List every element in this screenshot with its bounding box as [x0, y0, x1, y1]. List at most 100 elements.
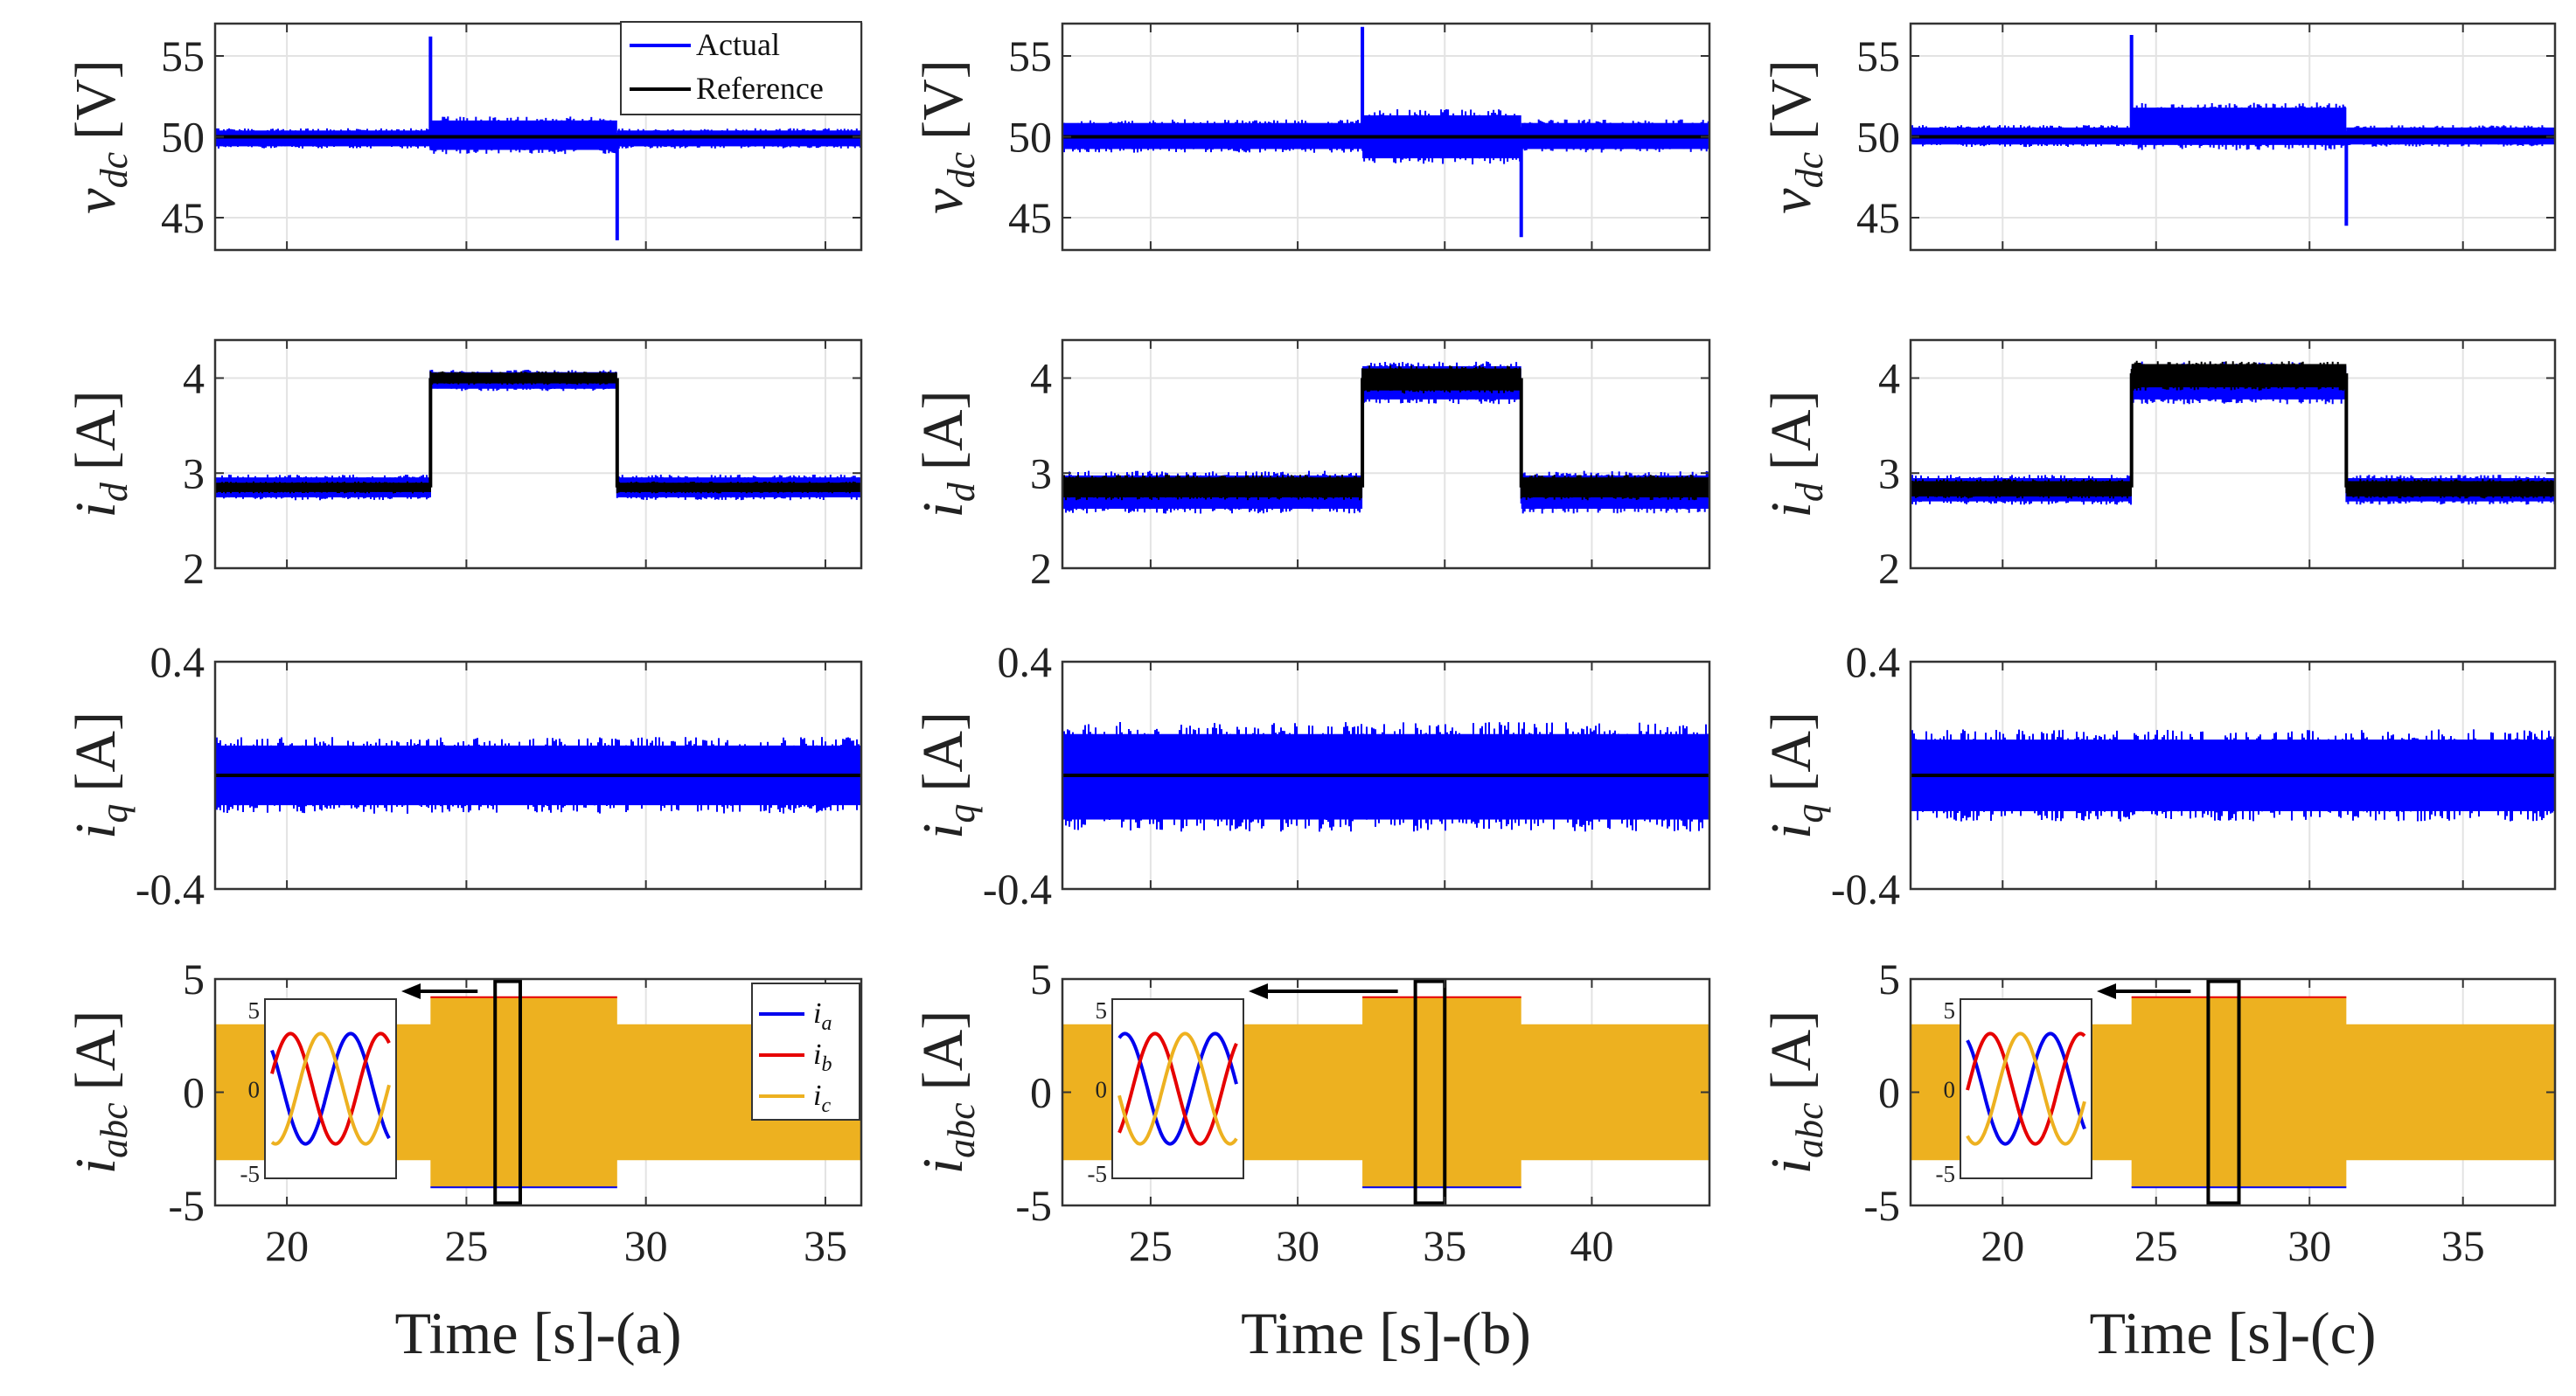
ytick-label: 0	[183, 1068, 205, 1117]
axes-frame	[213, 338, 863, 570]
ylabel-text: iq [A]	[64, 712, 136, 839]
ylabel-unit: [V]	[64, 59, 128, 140]
xaxis-label: Time [s]-(a)	[395, 1300, 682, 1366]
ylabel-text: id [A]	[1759, 391, 1831, 518]
ylabel-subscript: dc	[93, 151, 136, 188]
ylabel-unit: [V]	[1759, 59, 1823, 140]
ytick-label: 0	[1030, 1068, 1052, 1117]
ylabel-symbol: v	[1759, 188, 1823, 214]
ylabel-id-a: id [A]	[64, 391, 136, 518]
ytick-label: 2	[1878, 544, 1900, 593]
ytick-label: 5	[1878, 955, 1900, 1004]
legend-subscript: b	[821, 1053, 832, 1076]
ytick-label: 4	[183, 354, 205, 403]
axes-frame	[213, 660, 863, 891]
xaxis-label: Time [s]-(b)	[1241, 1300, 1531, 1366]
ylabel-symbol: i	[911, 1158, 975, 1174]
legend-frame	[620, 21, 862, 115]
col-b-vdc-axes: 45 50 55	[1008, 22, 1711, 252]
plot-area	[1062, 340, 1709, 568]
ylabel-vdc-a: vdc [V]	[64, 59, 136, 213]
inset-ytick-label: 5	[1944, 997, 1956, 1024]
ytick-label: 3	[1878, 448, 1900, 497]
ylabel-text: iabc [A]	[64, 1011, 136, 1175]
legend-subscript: a	[821, 1012, 832, 1035]
legend-ia-label: ia	[813, 997, 832, 1035]
col-c-iabc-axes: 5 0 -5 20 25 30 35 Time [s]-(c) 5 0 -5	[1863, 955, 2557, 1366]
ylabel-subscript: d	[1788, 482, 1831, 502]
ylabel-unit: [A]	[64, 712, 128, 792]
legend-frame	[751, 983, 860, 1121]
ylabel-iq-b: iq [A]	[911, 712, 983, 839]
ytick-label: 55	[1008, 31, 1052, 80]
inset-zoom: 5 0 -5	[240, 997, 397, 1187]
ytick-label: -5	[168, 1181, 205, 1230]
xtick-label: 30	[624, 1221, 668, 1270]
ylabel-symbol: i	[1759, 1158, 1823, 1174]
xtick-label: 25	[444, 1221, 488, 1270]
plot-area	[1062, 662, 1709, 889]
legend-symbol: i	[813, 997, 821, 1030]
ylabel-subscript: q	[93, 804, 136, 823]
inset-ytick-label: -5	[240, 1161, 261, 1187]
axes-frame	[1909, 660, 2557, 891]
ytick-label: -0.4	[136, 865, 205, 913]
xtick-label: 30	[2287, 1221, 2331, 1270]
ytick-label: 3	[183, 448, 205, 497]
inset-ytick-label: 5	[248, 997, 261, 1024]
ylabel-iabc-b: iabc [A]	[911, 1011, 983, 1175]
legend-actual-label: Actual	[696, 27, 780, 62]
xtick-label: 20	[1981, 1221, 2024, 1270]
xtick-label: 30	[1276, 1221, 1319, 1270]
ylabel-symbol: i	[1759, 823, 1823, 839]
ylabel-unit: [A]	[1759, 712, 1823, 792]
plot-area	[1911, 662, 2555, 889]
ylabel-unit: [A]	[911, 391, 975, 471]
ylabel-symbol: i	[1759, 502, 1823, 517]
col-c-id-axes: 2 3 4	[1878, 338, 2557, 593]
ylabel-symbol: i	[64, 502, 128, 517]
legend-reference-label: Reference	[696, 71, 824, 106]
ytick-label: 50	[1008, 113, 1052, 162]
ylabel-symbol: i	[64, 1158, 128, 1174]
ylabel-text: id [A]	[911, 391, 983, 518]
legend-voltage: Actual Reference	[620, 21, 862, 115]
xtick-label: 40	[1570, 1221, 1613, 1270]
ylabel-text: iabc [A]	[1759, 1011, 1831, 1175]
ytick-label: -5	[1015, 1181, 1052, 1230]
id-ref-post	[616, 481, 861, 494]
ytick-label: 5	[1030, 955, 1052, 1004]
col-c-iq-axes: 0.4 -0.4	[1831, 637, 2557, 913]
plot-area	[1911, 24, 2555, 250]
ylabel-unit: [A]	[64, 391, 128, 471]
ylabel-symbol: i	[911, 823, 975, 839]
ylabel-text: iabc [A]	[911, 1011, 983, 1175]
ic-inset-trace	[1117, 1031, 1238, 1146]
ylabel-text: iq [A]	[1759, 712, 1831, 839]
ylabel-id-c: id [A]	[1759, 391, 1831, 518]
id-ref-step	[429, 371, 617, 385]
ylabel-unit: [V]	[911, 59, 975, 140]
ib-inset-trace	[1966, 1031, 2086, 1146]
plot-area	[215, 340, 861, 568]
ylabel-id-b: id [A]	[911, 391, 983, 518]
ytick-label: 50	[1856, 113, 1900, 162]
col-a-id-axes: 2 3 4	[183, 338, 863, 593]
xtick-label: 35	[1423, 1221, 1466, 1270]
ylabel-text: vdc [V]	[64, 59, 136, 213]
xtick-label: 25	[2134, 1221, 2178, 1270]
inset-ytick-label: 0	[1944, 1077, 1956, 1103]
zoom-window-box	[1413, 979, 1447, 1205]
axes-frame	[1061, 338, 1711, 570]
inset-ytick-label: -5	[1088, 1161, 1108, 1187]
ytick-label: 5	[183, 955, 205, 1004]
ylabel-unit: [A]	[911, 712, 975, 792]
col-a-iq-axes: 0.4 -0.4	[136, 637, 863, 913]
ylabel-subscript: d	[940, 482, 983, 502]
ylabel-subscript: q	[940, 804, 983, 823]
ylabel-symbol: v	[911, 188, 975, 214]
zoom-window-box	[493, 979, 522, 1205]
zoom-arrow-head-icon	[1249, 983, 1268, 999]
ytick-label: -5	[1863, 1181, 1900, 1230]
